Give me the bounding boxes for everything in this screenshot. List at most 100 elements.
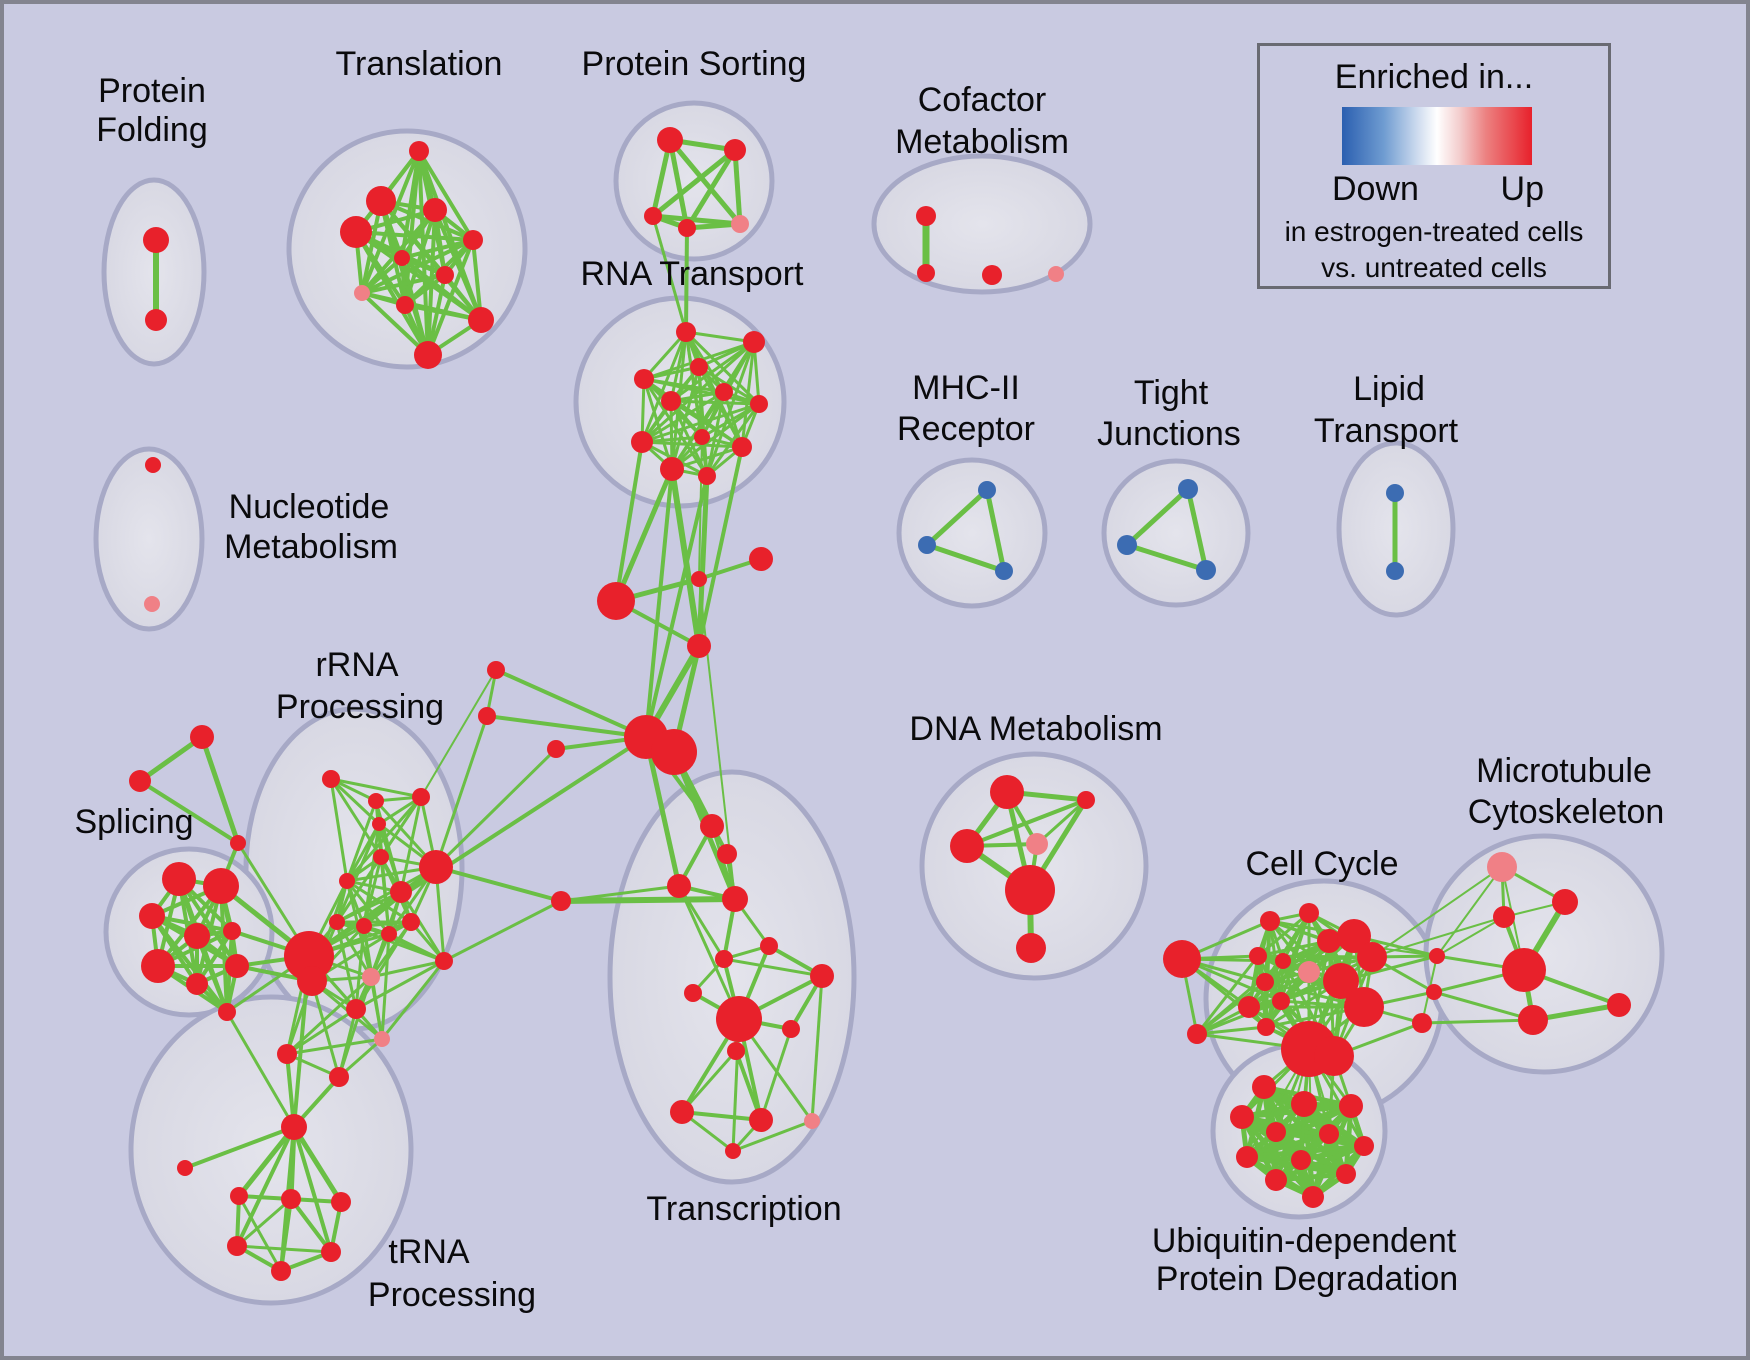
gene-set-node <box>129 770 151 792</box>
gene-set-node <box>435 952 453 970</box>
gene-set-node <box>190 725 214 749</box>
gene-set-node <box>409 141 429 161</box>
gene-set-node <box>1077 791 1095 809</box>
edge <box>1195 955 1260 1035</box>
edge <box>199 736 241 844</box>
edge <box>380 960 446 1040</box>
edge <box>355 230 474 242</box>
edge <box>685 330 755 344</box>
gene-set-node <box>716 996 762 1042</box>
gene-set-node <box>731 215 749 233</box>
gene-set-node <box>1163 940 1201 978</box>
edge <box>286 1007 357 1056</box>
edge <box>810 975 824 1122</box>
edge <box>434 715 489 868</box>
gene-set-node <box>950 829 984 863</box>
gene-set-node <box>982 265 1002 285</box>
gene-set-node <box>1299 903 1319 923</box>
edge <box>670 340 755 403</box>
gene-set-node <box>687 634 711 658</box>
gene-set-node <box>715 950 733 968</box>
gene-set-node <box>1236 1146 1258 1168</box>
edge <box>984 489 1007 572</box>
gene-set-node <box>727 1042 745 1060</box>
cluster-label-cof: Metabolism <box>895 123 1069 161</box>
edge <box>434 747 558 869</box>
gene-set-node <box>381 926 397 942</box>
gene-set-node <box>715 383 733 401</box>
enrichment-gradient-bar <box>1342 107 1532 165</box>
edge <box>671 445 743 471</box>
edge <box>471 239 483 321</box>
cluster-shape-mhc <box>896 457 1048 609</box>
gene-set-node <box>1178 479 1198 499</box>
gene-set-node <box>373 849 389 865</box>
cluster-label-mhc: MHC-II <box>912 369 1020 407</box>
gene-set-node <box>144 596 160 612</box>
edge <box>401 238 474 260</box>
gene-set-node <box>1048 266 1064 282</box>
gene-set-node <box>644 207 662 225</box>
edge <box>138 734 204 784</box>
edge <box>151 914 233 933</box>
gene-set-node <box>918 536 936 554</box>
edge <box>279 1198 293 1272</box>
gene-set-node <box>329 914 345 930</box>
gene-set-node <box>667 874 691 898</box>
cluster-label-nuc: Metabolism <box>224 528 398 566</box>
cluster-label-cof: Cofactor <box>918 81 1047 119</box>
cluster-label-rna: RNA Transport <box>581 255 805 293</box>
edge <box>370 959 445 979</box>
gene-set-node <box>1319 1124 1339 1144</box>
gene-set-node <box>230 835 246 851</box>
gene-set-node <box>1249 947 1267 965</box>
gene-set-node <box>749 547 773 571</box>
gene-set-node <box>227 1236 247 1256</box>
gene-set-node <box>436 266 454 284</box>
cluster-shape-tr <box>128 994 414 1306</box>
gene-set-node <box>141 949 175 983</box>
cluster-label-pf: Folding <box>96 111 208 149</box>
edge <box>236 1197 292 1248</box>
gene-set-node <box>297 966 327 996</box>
cluster-label-mhc: Receptor <box>897 410 1035 448</box>
gene-set-node <box>700 814 724 838</box>
gene-set-node <box>356 918 372 934</box>
edge <box>345 800 378 882</box>
gene-set-node <box>750 395 768 413</box>
edge <box>614 441 644 602</box>
edge <box>677 885 741 1020</box>
cluster-label-dna: DNA Metabolism <box>909 710 1162 748</box>
gene-set-node <box>321 1242 341 1262</box>
edge <box>732 149 743 225</box>
gene-set-node <box>1187 1024 1207 1044</box>
cluster-label-tj: Tight <box>1134 374 1209 412</box>
gene-set-node <box>917 264 935 282</box>
gene-set-node <box>782 1020 800 1038</box>
cluster-label-sp: Splicing <box>74 803 193 841</box>
gene-set-node <box>1260 911 1280 931</box>
edge <box>644 475 709 738</box>
legend-caption-line1: in estrogen-treated cells <box>1284 216 1584 247</box>
cluster-label-ub: Protein Degradation <box>1156 1260 1458 1298</box>
cluster-label-tr: tRNA <box>388 1233 470 1271</box>
cluster-label-lip: Transport <box>1314 412 1459 450</box>
edge <box>641 440 743 449</box>
gene-set-node <box>1518 1005 1548 1035</box>
edge <box>335 921 373 978</box>
edge <box>734 1050 763 1121</box>
gene-set-node <box>1493 906 1515 928</box>
edge <box>1371 866 1503 958</box>
gene-set-node <box>1230 1105 1254 1129</box>
gene-set-node <box>145 457 161 473</box>
gene-set-node <box>725 1143 741 1159</box>
edge <box>443 899 562 963</box>
gene-set-node <box>1291 1150 1311 1170</box>
gene-set-node <box>281 1114 307 1140</box>
legend-title: Enriched in... <box>1334 58 1534 96</box>
gene-set-node <box>1607 993 1631 1017</box>
edge <box>329 778 349 882</box>
edge <box>643 736 682 887</box>
gene-set-node <box>1016 933 1046 963</box>
edge <box>420 669 497 798</box>
